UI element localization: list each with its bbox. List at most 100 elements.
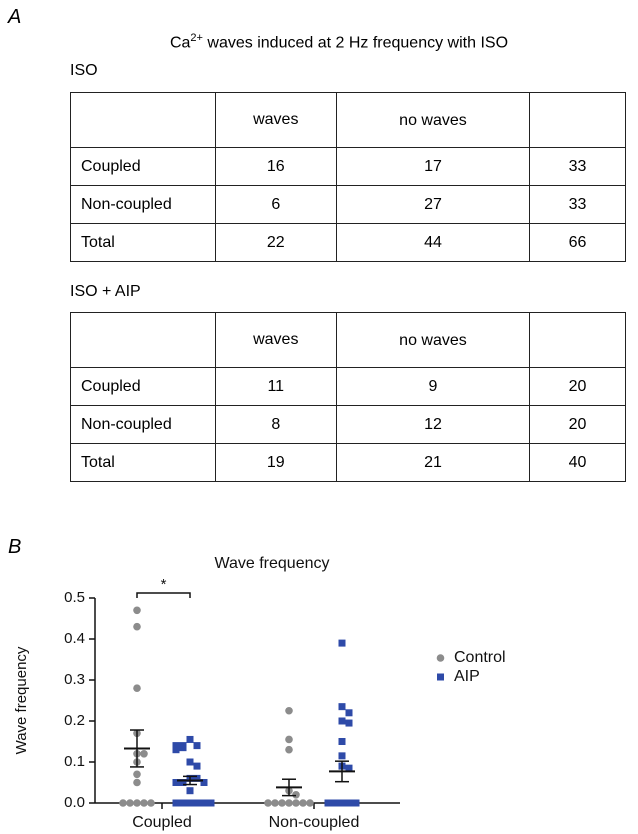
- chart-title: Wave frequency: [214, 555, 329, 572]
- table: waves no waves Coupled 16 17 33 Non-coupled 6 27…: [70, 92, 627, 262]
- data-point: [285, 799, 293, 807]
- data-point: [285, 745, 293, 754]
- table-cell: Non-coupled: [70, 405, 216, 444]
- table-cell: 19: [214, 443, 338, 482]
- table-cell: Coupled: [70, 367, 216, 406]
- data-point: [186, 758, 194, 766]
- table-cell: 22: [214, 223, 338, 262]
- data-point: [193, 799, 201, 807]
- table-row: Non-coupled 8 12 20: [70, 405, 627, 444]
- legend-marker: [437, 673, 444, 681]
- table-cell: 21: [336, 443, 530, 482]
- y-axis-label: Wave frequency: [13, 646, 30, 754]
- panel-label: A: [8, 6, 22, 28]
- table-row: Total 22 44 66: [70, 223, 627, 262]
- y-tick-label: 0.0: [64, 794, 85, 811]
- table-cell: Coupled: [70, 147, 216, 186]
- table-cell: [70, 92, 216, 148]
- table-cell: 33: [528, 185, 627, 224]
- table-cell: 17: [336, 147, 530, 186]
- data-point: [352, 799, 360, 807]
- table-cell: 27: [336, 185, 530, 224]
- data-point: [133, 799, 141, 807]
- table-cell: 33: [528, 147, 627, 186]
- data-point: [345, 709, 353, 717]
- data-point: [193, 774, 201, 782]
- data-point: [186, 799, 194, 807]
- x-tick-label: Non-coupled: [269, 814, 360, 831]
- data-point: [140, 799, 148, 807]
- data-point: [338, 639, 346, 647]
- data-point: [200, 779, 208, 786]
- table-row: Coupled 16 17 33: [70, 147, 627, 186]
- panel-label: B: [8, 536, 22, 558]
- table-cell: 12: [336, 405, 530, 444]
- table-row: Total 19 21 40: [70, 443, 627, 482]
- data-point: [292, 791, 300, 799]
- table-cell: waves: [214, 92, 338, 148]
- table-cell: [528, 92, 627, 148]
- data-point: [193, 762, 201, 770]
- table-cell: [528, 312, 627, 368]
- table-cell: 8: [214, 405, 338, 444]
- y-tick-label: 0.3: [64, 671, 85, 688]
- y-tick-label: 0.4: [64, 630, 85, 647]
- data-point: [338, 799, 346, 807]
- data-point: [179, 744, 187, 752]
- data-point: [172, 799, 180, 807]
- table: waves no waves Coupled 11 9 20 Non-coupled 8 12 2…: [70, 312, 627, 482]
- table-cell: 20: [528, 367, 627, 406]
- data-point: [324, 799, 332, 807]
- data-point: [264, 799, 272, 807]
- data-point: [345, 764, 353, 772]
- table-row: Non-coupled 6 27 33: [70, 185, 627, 224]
- data-point: [133, 622, 141, 631]
- legend-label: AIP: [454, 668, 480, 685]
- data-point: [186, 735, 194, 743]
- data-point: [345, 799, 353, 807]
- data-point: [133, 770, 141, 779]
- y-tick-label: 0.1: [64, 753, 85, 770]
- data-point: [299, 799, 307, 807]
- table-cell: Total: [70, 443, 216, 482]
- table-cell: [70, 312, 216, 368]
- data-point: [338, 738, 346, 745]
- data-point: [193, 742, 201, 750]
- data-point: [207, 799, 215, 807]
- table-label: ISO + AIP: [70, 283, 141, 300]
- legend-marker: [436, 654, 445, 662]
- data-point: [172, 746, 180, 754]
- y-tick-label: 0.5: [64, 589, 85, 606]
- table-cell: Total: [70, 223, 216, 262]
- table-cell: 66: [528, 223, 627, 262]
- table-cell: 40: [528, 443, 627, 482]
- y-tick-label: 0.2: [64, 712, 85, 729]
- data-point: [278, 799, 286, 807]
- data-point: [331, 799, 339, 807]
- x-tick-label: Coupled: [132, 814, 192, 831]
- table-cell: Non-coupled: [70, 185, 216, 224]
- table-cell: no waves: [336, 312, 530, 368]
- table-row: waves no waves: [70, 92, 627, 148]
- data-point: [133, 778, 141, 787]
- data-point: [179, 799, 187, 807]
- data-point: [186, 787, 194, 795]
- table-cell: 16: [214, 147, 338, 186]
- title-part: waves induced at 2 Hz frequency with ISO: [202, 34, 509, 52]
- data-point: [338, 752, 346, 760]
- data-point: [140, 750, 148, 758]
- legend-label: Control: [454, 649, 506, 666]
- data-point: [133, 606, 141, 615]
- table-cell: 6: [214, 185, 338, 224]
- data-point: [271, 799, 279, 807]
- data-point: [126, 799, 134, 807]
- data-point: [200, 799, 208, 807]
- table-cell: 44: [336, 223, 530, 262]
- table-label: ISO: [70, 62, 98, 79]
- significance-label: *: [161, 576, 167, 593]
- data-point: [338, 717, 346, 725]
- data-point: [338, 703, 346, 711]
- table-cell: no waves: [336, 92, 530, 148]
- significance-bracket: [136, 592, 191, 598]
